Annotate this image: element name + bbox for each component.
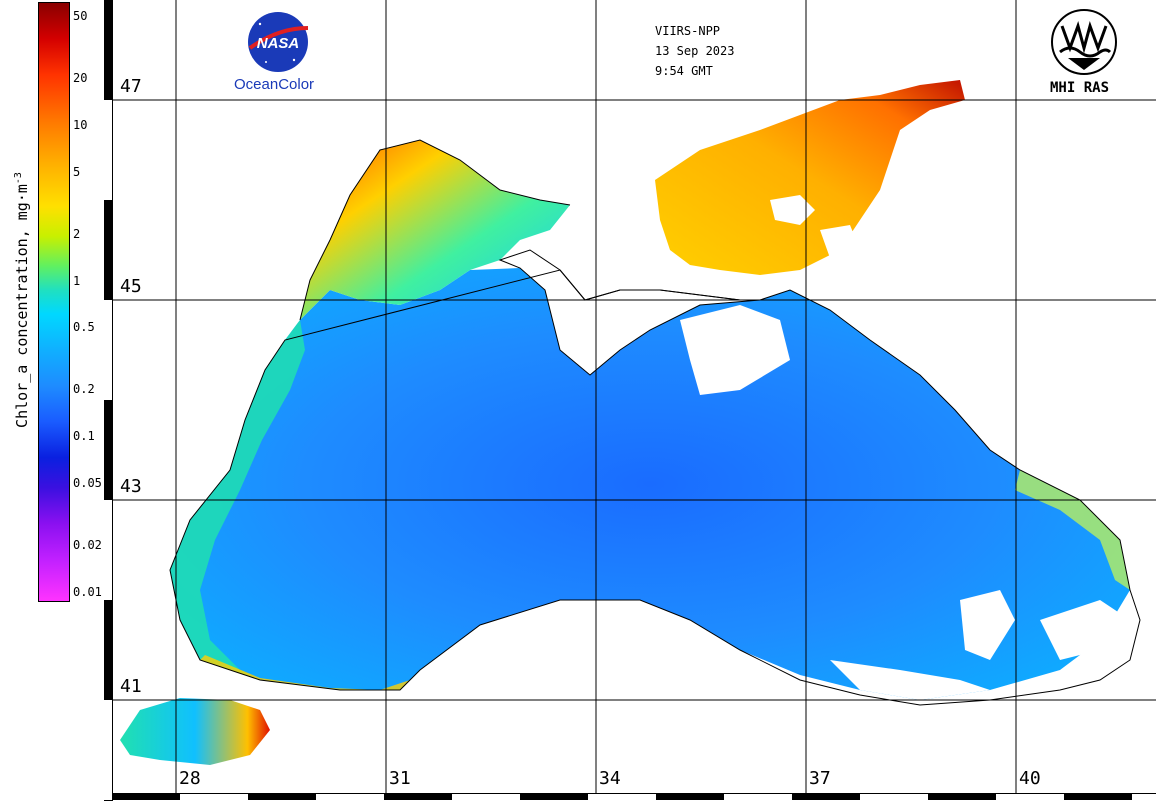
svg-text:NASA: NASA: [257, 35, 300, 52]
sea-of-azov: [655, 80, 965, 275]
cloud-gap-east: [1040, 600, 1130, 660]
acquisition-date: 13 Sep 2023: [655, 44, 735, 58]
colorbar: [38, 2, 70, 602]
longitude-label: 40: [1019, 768, 1041, 789]
oceancolor-caption: OceanColor: [234, 76, 315, 93]
northwest-shelf: [300, 140, 570, 320]
latitude-label: 43: [120, 476, 142, 497]
cloud-gap-southeast: [830, 660, 990, 700]
longitude-label: 31: [389, 768, 411, 789]
longitude-label: 37: [809, 768, 831, 789]
colorbar-tick: 0.01: [73, 585, 102, 599]
acquisition-time: 9:54 GMT: [655, 64, 713, 78]
latitude-label: 45: [120, 276, 142, 297]
colorbar-tick: 2: [73, 226, 81, 241]
mhi-ras-logo: [1051, 9, 1117, 75]
colorbar-tick: 0.1: [73, 429, 95, 444]
left-axis-bar: [104, 0, 113, 801]
nasa-logo: NASA: [248, 12, 309, 72]
colorbar-tick: 0.02: [73, 538, 102, 553]
colorbar-tick: 10: [73, 117, 88, 132]
cloud-gap-south: [960, 590, 1015, 660]
colorbar-tick: 50: [73, 9, 88, 23]
black-sea-water: [170, 268, 1130, 700]
colorbar-tick: 1: [73, 273, 81, 288]
sea-of-marmara: [120, 698, 270, 765]
bottom-axis-bar: [112, 793, 1156, 800]
south-coast-fringe: [200, 655, 420, 690]
longitude-label: 28: [179, 768, 201, 789]
colorbar-tick: 20: [73, 70, 88, 85]
colorbar-tick: 0.05: [73, 476, 102, 491]
sensor-name: VIIRS-NPP: [655, 24, 721, 38]
longitude-label: 34: [599, 768, 621, 789]
latitude-label: 47: [120, 76, 142, 97]
colorbar-tick: 0.2: [73, 382, 95, 397]
colorbar-tick: 0.5: [73, 320, 95, 335]
west-coast-fringe: [170, 320, 305, 680]
cloud-gap-crimea: [680, 305, 790, 395]
latitude-label: 41: [120, 676, 142, 697]
mhi-ras-caption: MHI RAS: [1050, 80, 1110, 96]
azov-clouds: [770, 195, 860, 258]
colorbar-tick: 5: [73, 164, 81, 179]
